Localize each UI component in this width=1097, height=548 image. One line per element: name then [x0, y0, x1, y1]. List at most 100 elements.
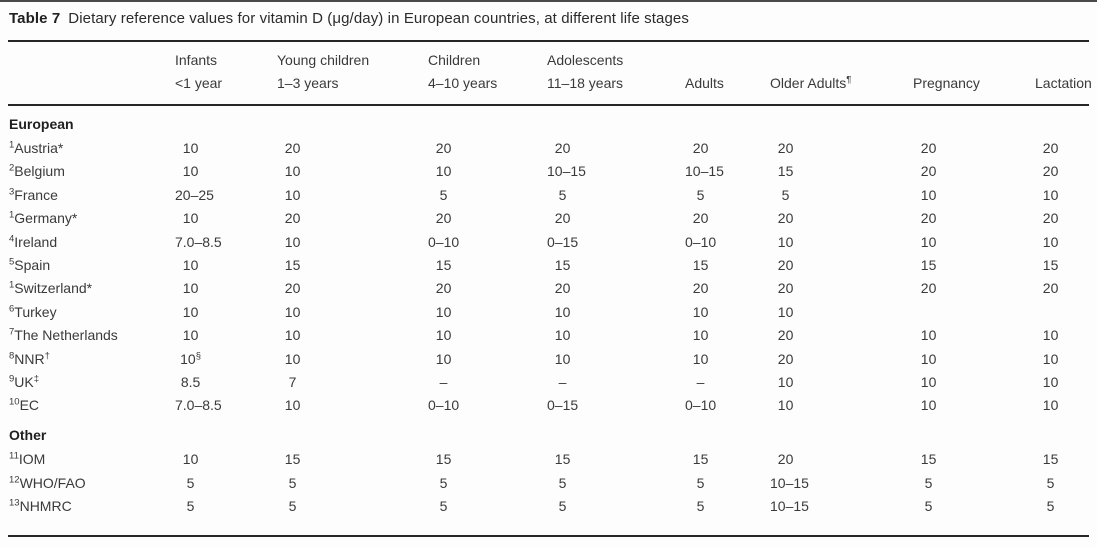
header-line-1 [913, 49, 1035, 72]
table-header: Infants <1 year Young children 1–3 years Chi… [8, 42, 1092, 106]
cell-value: 15 [1035, 451, 1089, 467]
row-label: 8NNR† [9, 349, 50, 367]
row-label: 1Germany* [9, 209, 78, 227]
cell-value: 0–15 [547, 234, 685, 250]
footnote-marker: 1 [9, 209, 15, 221]
cell-value: 10 [175, 451, 277, 467]
footnote-marker: ¶ [846, 74, 852, 86]
table-row: 7The Netherlands 10 10 10 10 10 20 10 10 [8, 324, 1089, 347]
header-line-2: <1 year [175, 75, 223, 91]
row-label-header [8, 49, 175, 95]
header-line-1 [685, 49, 770, 72]
value-text: 5 [558, 186, 567, 203]
value-text: 10 [692, 350, 709, 367]
table-row: 11IOM 10 15 15 15 15 20 15 15 [8, 447, 1089, 470]
cell-value: 5 [277, 475, 428, 491]
value-text: 8.5 [180, 373, 201, 390]
cell-value: 15 [428, 257, 547, 273]
footnote-marker: 13 [9, 497, 20, 509]
cell-value: 10 [277, 397, 428, 413]
cell-value: 10 [277, 327, 428, 343]
value-text: 5 [924, 497, 933, 514]
value-text: 20 [1042, 163, 1059, 180]
cell-value: 5 [175, 498, 277, 514]
value-text: 10 [920, 397, 937, 414]
value-text: 15 [435, 451, 452, 468]
value-text: 10 [284, 397, 301, 414]
value-text: 10 [777, 373, 794, 390]
table-row: 10EC 7.0–8.5 10 0–10 0–15 0–10 10 10 10 [8, 394, 1089, 417]
value-text: 10 [920, 373, 937, 390]
cell-value: 5 [685, 498, 770, 514]
value-text: 10 [1042, 350, 1059, 367]
cell-value: 10 [685, 327, 770, 343]
value-text: 20–25 [175, 186, 214, 203]
cell-value: 20 [913, 280, 1035, 296]
value-text: 20 [777, 257, 794, 274]
value-text: 10§ [180, 349, 201, 367]
cell-value: 10 [428, 163, 547, 179]
cell-value: 10 [277, 163, 428, 179]
cell-value: 10 [277, 234, 428, 250]
value-text: 20 [920, 280, 937, 297]
footnote-marker: 10 [9, 396, 20, 408]
value-text: 20 [777, 327, 794, 344]
cell-value: 15 [547, 257, 685, 273]
cell-value: 5 [428, 187, 547, 203]
header-line-1 [1035, 49, 1089, 72]
row-label: 10EC [9, 396, 40, 414]
cell-value: 20 [770, 140, 913, 156]
cell-value: 5 [1035, 475, 1089, 491]
cell-value: 10–15 [770, 475, 913, 491]
cell-value: 20 [685, 280, 770, 296]
column-header: Older Adults¶ [770, 49, 913, 95]
value-text: 10 [777, 233, 794, 250]
footnote-marker: 6 [9, 303, 15, 315]
cell-value: 5 [913, 475, 1035, 491]
value-text: 10 [435, 327, 452, 344]
value-text: 5 [696, 474, 705, 491]
value-text: 10 [435, 163, 452, 180]
cell-value: 10 [1035, 327, 1089, 343]
value-text: 20 [777, 140, 794, 157]
cell-value: 20 [428, 280, 547, 296]
value-text: 10–15 [770, 497, 809, 514]
cell-value: 15 [277, 257, 428, 273]
cell-value: 10 [913, 234, 1035, 250]
value-text: 20 [1042, 210, 1059, 227]
header-line-1 [770, 49, 913, 72]
cell-value: 10 [1035, 351, 1089, 367]
cell-value: – [547, 374, 685, 390]
cell-value: 10 [175, 257, 277, 273]
value-text: 20 [777, 210, 794, 227]
cell-value: 20 [1035, 163, 1089, 179]
value-text: 20 [1042, 280, 1059, 297]
table-row: 1Austria* 10 20 20 20 20 20 20 20 [8, 136, 1089, 159]
value-text: 10 [692, 327, 709, 344]
table-row: 12WHO/FAO 5 5 5 5 5 10–15 5 5 [8, 471, 1089, 494]
table-row: 8NNR† 10§ 10 10 10 10 20 10 10 [8, 347, 1089, 370]
cell-value: 10 [913, 327, 1035, 343]
header-line-2: 1–3 years [277, 75, 339, 91]
table-row: 3France 20–25 10 5 5 5 5 10 10 [8, 183, 1089, 206]
row-label: 4Ireland [9, 232, 58, 250]
value-text: 10 [920, 327, 937, 344]
row-label: 13NHMRC [9, 497, 72, 514]
value-text: 10 [284, 303, 301, 320]
value-text: 5 [696, 186, 705, 203]
value-text: 5 [186, 474, 195, 491]
row-label: 12WHO/FAO [9, 473, 86, 491]
caption-text: Dietary reference values for vitamin D (… [68, 10, 689, 27]
cell-value: 10 [428, 351, 547, 367]
footnote-marker: 1 [9, 279, 15, 291]
value-text: 5 [1046, 474, 1055, 491]
value-text: – [558, 373, 567, 390]
cell-value: 20 [770, 280, 913, 296]
value-text: 15 [920, 451, 937, 468]
value-text: 20 [777, 350, 794, 367]
value-text: 0–15 [547, 233, 579, 250]
value-text: 20 [777, 280, 794, 297]
cell-value: 8.5 [175, 374, 277, 390]
footnote-marker: ‡ [33, 373, 40, 385]
table-row: 1Switzerland* 10 20 20 20 20 20 20 20 [8, 277, 1089, 300]
